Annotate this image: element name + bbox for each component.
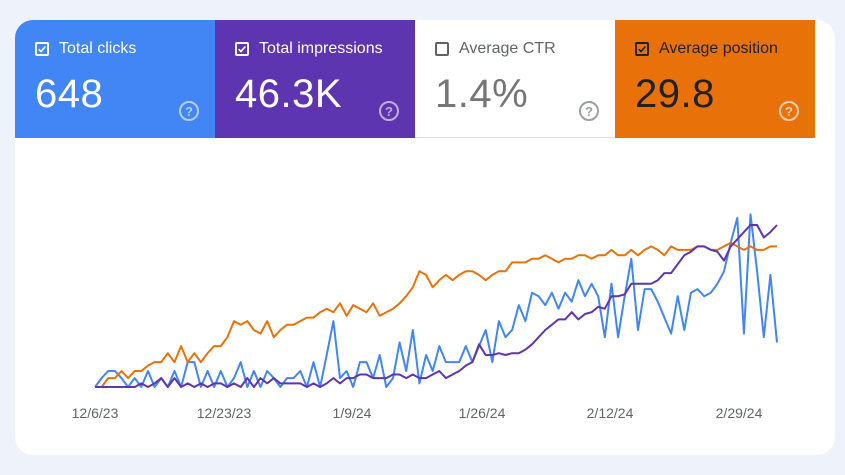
- metric-label: Total impressions: [259, 40, 383, 57]
- metric-tiles: Total clicks 648 ? Total impressions 46.…: [15, 20, 815, 138]
- checkbox-checked-icon[interactable]: [635, 42, 649, 56]
- series-layer: [94, 213, 778, 388]
- x-axis: 12/6/23 12/23/23 1/9/24 1/26/24 2/12/24 …: [72, 405, 763, 421]
- help-icon[interactable]: ?: [179, 101, 199, 121]
- metric-tile-total-clicks[interactable]: Total clicks 648 ?: [15, 20, 215, 138]
- metric-value: 46.3K: [235, 72, 343, 116]
- metric-header: Total clicks: [35, 40, 136, 58]
- checkbox-checked-icon[interactable]: [35, 42, 49, 56]
- help-icon[interactable]: ?: [579, 101, 599, 121]
- metric-value: 29.8: [635, 72, 715, 116]
- metric-label: Average CTR: [459, 40, 556, 57]
- metric-value: 648: [35, 72, 104, 116]
- checkbox-unchecked-icon[interactable]: [435, 42, 449, 56]
- help-icon[interactable]: ?: [779, 101, 799, 121]
- x-tick-label: 12/6/23: [72, 405, 119, 421]
- performance-chart: 12/6/23 12/23/23 1/9/24 1/26/24 2/12/24 …: [72, 213, 778, 421]
- x-tick-label: 1/26/24: [459, 405, 506, 421]
- metric-label: Total clicks: [59, 40, 137, 57]
- help-icon[interactable]: ?: [379, 101, 399, 121]
- metric-header: Average CTR: [435, 40, 556, 58]
- series-line-total-impressions: [95, 224, 778, 388]
- x-tick-label: 2/12/24: [587, 405, 634, 421]
- metric-tile-average-ctr[interactable]: Average CTR 1.4% ?: [415, 20, 615, 138]
- metric-tile-average-position[interactable]: Average position 29.8 ?: [615, 20, 815, 138]
- series-line-total-clicks: [94, 213, 778, 388]
- metric-label: Average position: [659, 40, 778, 57]
- x-tick-label: 2/29/24: [716, 405, 763, 421]
- metric-header: Total impressions: [235, 40, 383, 58]
- performance-card: 12/6/23 12/23/23 1/9/24 1/26/24 2/12/24 …: [15, 20, 835, 455]
- checkbox-checked-icon[interactable]: [235, 42, 249, 56]
- metric-value: 1.4%: [435, 72, 529, 116]
- x-tick-label: 1/9/24: [333, 405, 372, 421]
- metric-header: Average position: [635, 40, 778, 58]
- x-tick-label: 12/23/23: [197, 405, 252, 421]
- metric-tile-total-impressions[interactable]: Total impressions 46.3K ?: [215, 20, 415, 138]
- series-line-average-position: [95, 241, 777, 388]
